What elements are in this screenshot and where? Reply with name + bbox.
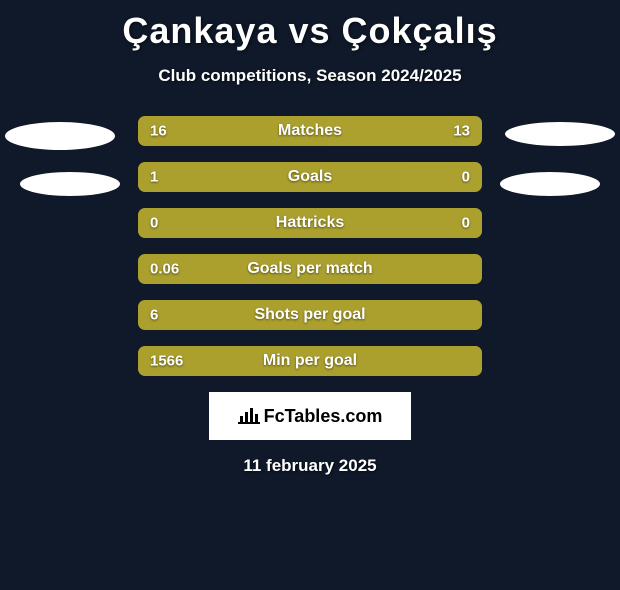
stat-row-hattricks: 0 Hattricks 0 [138,208,482,238]
stat-row-min-per-goal: 1566 Min per goal [138,346,482,376]
date-text: 11 february 2025 [0,456,620,476]
player-photo-left-1 [5,122,115,150]
stat-label: Shots per goal [254,306,365,324]
fctables-logo: FcTables.com [209,392,411,440]
stat-left-value: 1 [150,169,158,186]
subtitle: Club competitions, Season 2024/2025 [0,66,620,86]
bar-left-fill [138,162,401,192]
stat-label: Hattricks [276,214,344,232]
page-title: Çankaya vs Çokçalış [0,10,620,52]
stat-label: Matches [278,122,342,140]
stat-row-goals: 1 Goals 0 [138,162,482,192]
player-photo-left-2 [20,172,120,196]
stat-right-value: 13 [453,123,470,140]
stat-row-shots-per-goal: 6 Shots per goal [138,300,482,330]
player-photo-right-1 [505,122,615,146]
stat-row-goals-per-match: 0.06 Goals per match [138,254,482,284]
stat-left-value: 16 [150,123,167,140]
stat-label: Goals [288,168,332,186]
stat-label: Min per goal [263,352,357,370]
stat-label: Goals per match [247,260,372,278]
stat-left-value: 6 [150,307,158,324]
comparison-chart: 16 Matches 13 1 Goals 0 0 Hattricks 0 0.… [0,116,620,476]
stat-left-value: 1566 [150,353,183,370]
stat-bars: 16 Matches 13 1 Goals 0 0 Hattricks 0 0.… [138,116,482,376]
stat-left-value: 0 [150,215,158,232]
logo-text: FcTables.com [264,406,383,427]
stat-row-matches: 16 Matches 13 [138,116,482,146]
chart-bars-icon [238,406,260,427]
stat-right-value: 0 [462,215,470,232]
player-photo-right-2 [500,172,600,196]
stat-right-value: 0 [462,169,470,186]
stat-left-value: 0.06 [150,261,179,278]
